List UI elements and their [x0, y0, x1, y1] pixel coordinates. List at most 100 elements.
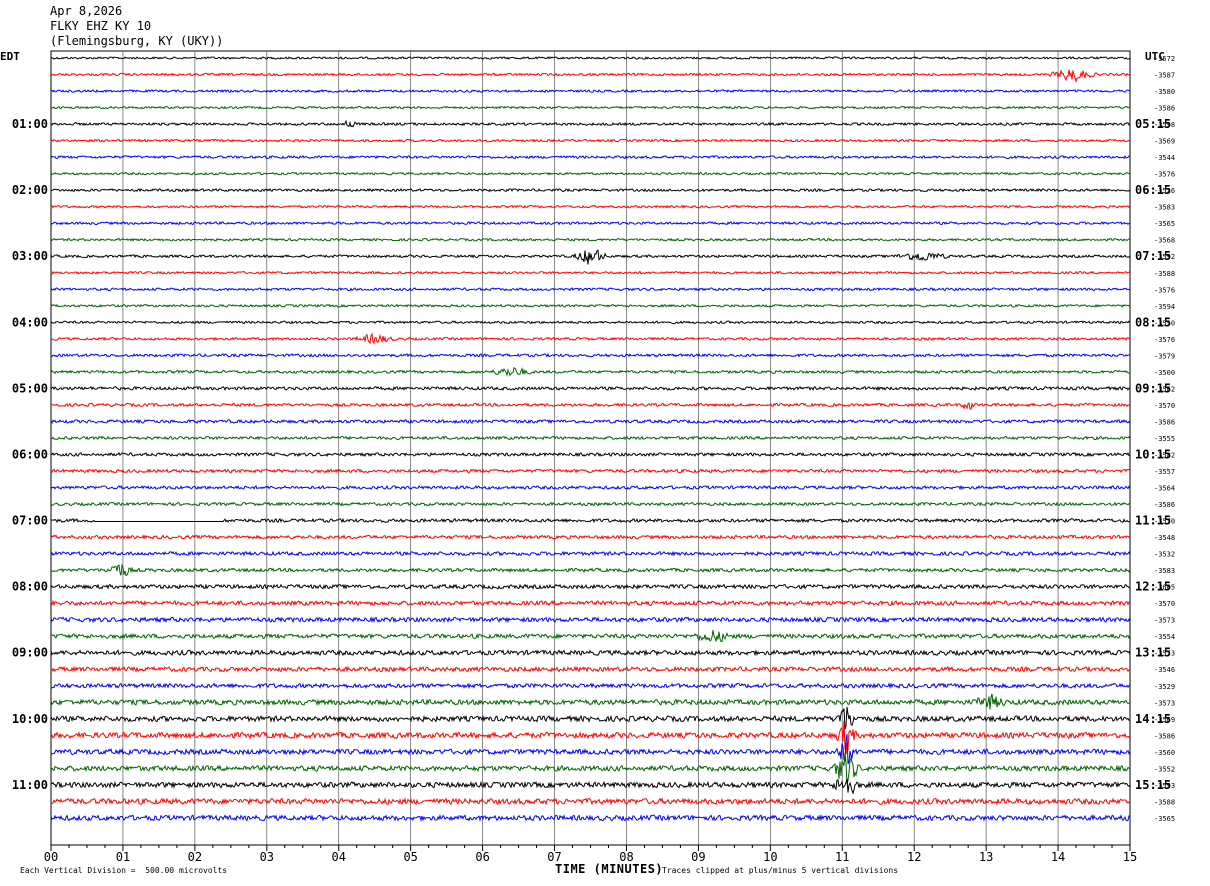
- trace-row-23: [50, 435, 1131, 441]
- left-hour-label: 11:00: [12, 778, 48, 792]
- station-code: FLKY EHZ KY 10: [50, 19, 152, 33]
- trace-offset-label: -3587: [1154, 72, 1175, 80]
- right-hour-label: 14:15: [1135, 712, 1171, 726]
- trace-offset-label: -3570: [1154, 402, 1175, 410]
- trace-offset-label: -3582: [1154, 451, 1175, 459]
- trace-row-46: [50, 813, 1131, 822]
- trace-offset-label: -3576: [1154, 286, 1175, 294]
- x-tick-label: 09: [691, 850, 705, 864]
- trace-offset-label: -3532: [1154, 551, 1175, 559]
- trace-row-7: [50, 171, 1131, 176]
- trace-row-3: [50, 105, 1131, 110]
- trace-row-10: [50, 221, 1131, 226]
- trace-row-24: [50, 451, 1131, 458]
- trace-offset-label: -3588: [1154, 270, 1175, 278]
- trace-row-41: [50, 720, 1131, 755]
- trace-offset-label: -3572: [1154, 55, 1175, 63]
- trace-row-33: [50, 599, 1131, 607]
- trace-offset-label: -3586: [1154, 418, 1175, 426]
- trace-row-0: [50, 56, 1131, 60]
- trace-row-44: [50, 778, 1131, 795]
- trace-offset-label: -3569: [1154, 716, 1175, 724]
- right-hour-label: 08:15: [1135, 315, 1171, 329]
- trace-row-2: [50, 89, 1131, 93]
- trace-row-36: [50, 648, 1131, 657]
- trace-offset-label: -3570: [1154, 518, 1175, 526]
- x-tick-label: 05: [403, 850, 417, 864]
- trace-offset-label: -3598: [1154, 121, 1175, 129]
- trace-row-34: [50, 616, 1131, 624]
- trace-offset-label: -3593: [1154, 782, 1175, 790]
- right-timezone-label: UTC: [1145, 50, 1165, 63]
- trace-offset-label: -3565: [1154, 220, 1175, 228]
- trace-row-39: [50, 693, 1131, 710]
- trace-offset-label: -3564: [1154, 485, 1175, 493]
- trace-offset-label: -3500: [1154, 369, 1175, 377]
- trace-row-19: [50, 366, 1131, 377]
- trace-row-45: [50, 797, 1131, 806]
- trace-row-11: [50, 237, 1131, 242]
- trace-offset-label: -3594: [1154, 303, 1175, 311]
- trace-offset-label: -3565: [1154, 815, 1175, 823]
- trace-row-38: [50, 682, 1131, 690]
- trace-row-4: [50, 119, 1131, 128]
- trace-row-42: [50, 733, 1131, 765]
- trace-offset-label: -3576: [1154, 171, 1175, 179]
- trace-offset-label: -3526: [1154, 187, 1175, 195]
- x-tick-label: 04: [332, 850, 346, 864]
- x-tick-label: 12: [907, 850, 921, 864]
- trace-row-18: [50, 353, 1131, 358]
- right-hour-label: 05:15: [1135, 117, 1171, 131]
- trace-offset-label: -3554: [1154, 633, 1175, 641]
- trace-row-14: [50, 287, 1131, 292]
- trace-row-43: [50, 753, 1131, 785]
- vertical-division-note: Each Vertical Division = 500.00 microvol…: [20, 866, 228, 875]
- x-tick-label: 01: [116, 850, 130, 864]
- trace-row-16: [50, 320, 1131, 325]
- trace-offset-label: -3588: [1154, 798, 1175, 806]
- trace-row-27: [50, 501, 1131, 507]
- trace-row-37: [50, 665, 1131, 673]
- trace-offset-label: -3573: [1154, 617, 1175, 625]
- x-tick-label: 06: [475, 850, 489, 864]
- trace-row-13: [50, 270, 1131, 275]
- trace-row-6: [50, 155, 1131, 160]
- left-hour-label: 02:00: [12, 183, 48, 197]
- left-hour-label: 01:00: [12, 117, 48, 131]
- trace-row-1: [50, 69, 1131, 83]
- x-tick-label: 15: [1123, 850, 1137, 864]
- trace-offset-label: -3569: [1154, 138, 1175, 146]
- trace-row-5: [50, 138, 1131, 143]
- trace-offset-label: -3562: [1154, 385, 1175, 393]
- trace-row-9: [50, 204, 1131, 209]
- trace-offset-label: -3605: [1154, 584, 1175, 592]
- plot-frame: [50, 50, 1131, 846]
- trace-offset-label: -3586: [1154, 732, 1175, 740]
- right-hour-label: 09:15: [1135, 381, 1171, 395]
- left-hour-label: 04:00: [12, 315, 48, 329]
- x-tick-label: 02: [188, 850, 202, 864]
- left-hour-label: 10:00: [12, 712, 48, 726]
- x-tick-label: 11: [835, 850, 849, 864]
- right-hour-label: 15:15: [1135, 778, 1171, 792]
- x-tick-label: 00: [44, 850, 58, 864]
- trace-offset-label: -3583: [1154, 204, 1175, 212]
- trace-offset-label: -3580: [1154, 88, 1175, 96]
- trace-row-29: [50, 534, 1131, 540]
- left-hour-label: 05:00: [12, 381, 48, 395]
- trace-row-15: [50, 303, 1131, 308]
- trace-row-30: [50, 550, 1131, 557]
- left-hour-label: 06:00: [12, 447, 48, 461]
- trace-offset-label: -3548: [1154, 534, 1175, 542]
- x-tick-label: 13: [979, 850, 993, 864]
- right-hour-label: 06:15: [1135, 183, 1171, 197]
- trace-offset-label: -3555: [1154, 435, 1175, 443]
- trace-row-31: [50, 563, 1131, 577]
- x-axis-title: TIME (MINUTES): [555, 862, 664, 876]
- trace-offset-label: -3557: [1154, 468, 1175, 476]
- trace-offset-label: -3546: [1154, 666, 1175, 674]
- clipping-note: Traces clipped at plus/minus 5 vertical …: [662, 866, 899, 875]
- trace-row-32: [50, 583, 1131, 590]
- station-location: (Flemingsburg, KY (UKY)): [50, 34, 224, 48]
